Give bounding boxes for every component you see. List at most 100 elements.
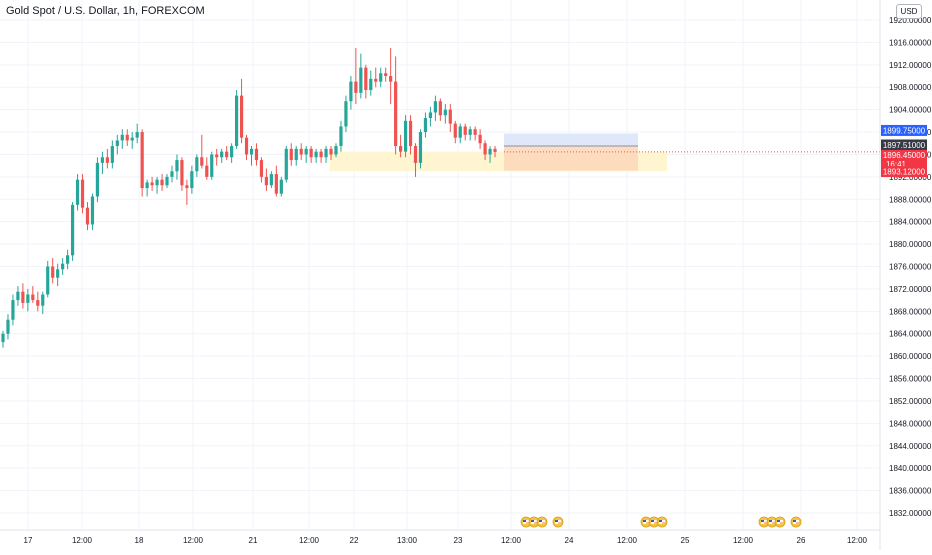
candle-body [374, 78, 378, 82]
candle-body [349, 81, 353, 102]
candle-body [140, 132, 144, 189]
flag-canton-icon [777, 520, 780, 522]
candle-body [259, 160, 264, 177]
x-tick-label: 12:00 [183, 536, 204, 545]
candle-body [344, 101, 348, 127]
candle-body [473, 129, 477, 135]
economic-events[interactable] [520, 516, 802, 528]
candle-body [200, 157, 204, 166]
candle-body [160, 179, 164, 186]
candle-body [70, 204, 75, 256]
flag-canton-icon [761, 520, 764, 522]
flag-canton-icon [651, 520, 654, 522]
candle-body [394, 81, 398, 147]
stop-price-label-bg [881, 166, 927, 178]
candle-body [304, 148, 308, 155]
candle-body [244, 137, 249, 155]
candle-body [403, 120, 408, 152]
candle-body [11, 300, 15, 320]
x-tick-label: 12:00 [733, 536, 754, 545]
countdown-label: 16:41 [886, 160, 907, 169]
candle-body [443, 109, 447, 116]
y-tick-label: 1876.00000 [889, 263, 932, 272]
flag-canton-icon [523, 520, 526, 522]
candle-body [110, 146, 114, 163]
grid [0, 0, 880, 530]
candle-body [458, 126, 462, 138]
flag-canton-icon [555, 520, 558, 522]
candle-body [234, 95, 239, 147]
candle-body [75, 179, 80, 205]
symbol-title[interactable]: Gold Spot / U.S. Dollar, 1h, FOREXCOM [6, 5, 205, 17]
y-tick-label: 1908.00000 [889, 83, 932, 92]
candle-body [314, 151, 318, 158]
candle-body [61, 263, 65, 270]
candle-body [56, 269, 60, 278]
candle-body [354, 81, 358, 93]
candle-body [448, 109, 452, 124]
y-tick-label: 1832.00000 [889, 509, 932, 518]
candle-body [6, 319, 10, 334]
y-tick-label: 1852.00000 [889, 397, 932, 406]
y-tick-label: 1856.00000 [889, 375, 932, 384]
candle-body [205, 165, 209, 177]
x-tick-label: 23 [454, 536, 463, 545]
stop-zone [504, 145, 638, 171]
x-tick-label: 17 [24, 536, 33, 545]
flag-canton-icon [659, 520, 662, 522]
x-tick-label: 26 [797, 536, 806, 545]
candle-body [309, 148, 313, 158]
candle-body [438, 101, 442, 116]
candle-body [21, 291, 25, 303]
candle-body [155, 179, 159, 186]
y-tick-label: 1892.00000 [889, 173, 932, 182]
currency-badge[interactable]: USD [896, 4, 922, 19]
x-tick-label: 12:00 [299, 536, 320, 545]
candle-body [66, 255, 70, 264]
y-tick-label: 1840.00000 [889, 464, 932, 473]
candle-body [195, 157, 199, 172]
x-tick-label: 12:00 [617, 536, 638, 545]
candle-body [294, 148, 298, 161]
x-tick-label: 24 [565, 536, 574, 545]
candle-body [130, 137, 134, 141]
x-tick-label: 12:00 [72, 536, 93, 545]
candle-body [215, 154, 219, 158]
candle-body [329, 148, 333, 155]
x-tick-label: 18 [135, 536, 144, 545]
y-tick-label: 1872.00000 [889, 285, 932, 294]
y-tick-label: 1912.00000 [889, 61, 932, 70]
candle-body [413, 146, 418, 163]
candle-body [100, 157, 104, 163]
candle-body [120, 134, 124, 141]
price-axis[interactable]: 1920.00000 1916.00000 1912.00000 1908.00000… [889, 16, 932, 518]
candle-body [185, 185, 189, 189]
y-tick-label: 1884.00000 [889, 218, 932, 227]
candle-body [170, 171, 174, 177]
candle-body [274, 174, 278, 194]
time-axis[interactable]: 17 12:00 18 12:00 21 12:00 22 13:00 23 12:00 24 12:… [24, 536, 868, 545]
candle-body [225, 151, 229, 158]
candle-body [369, 78, 373, 91]
candle-body [408, 120, 413, 147]
stop-price-label: 1893.12000 [883, 168, 926, 177]
candle-body [364, 67, 368, 91]
candle-body [190, 171, 194, 189]
candle-body [269, 174, 273, 186]
candle-body [483, 143, 487, 155]
candle-body [389, 76, 393, 82]
candle-body [90, 196, 95, 225]
candle-body [384, 73, 388, 77]
candle-body [468, 129, 472, 135]
candle-body [299, 148, 303, 155]
flag-canton-icon [793, 520, 796, 522]
candle-body [85, 207, 90, 225]
current-price-label-bg [881, 149, 927, 170]
y-tick-label: 1864.00000 [889, 330, 932, 339]
candle-body [399, 146, 403, 152]
y-tick-label: 1904.00000 [889, 106, 932, 115]
y-tick-label: 1844.00000 [889, 442, 932, 451]
x-tick-label: 12:00 [847, 536, 868, 545]
